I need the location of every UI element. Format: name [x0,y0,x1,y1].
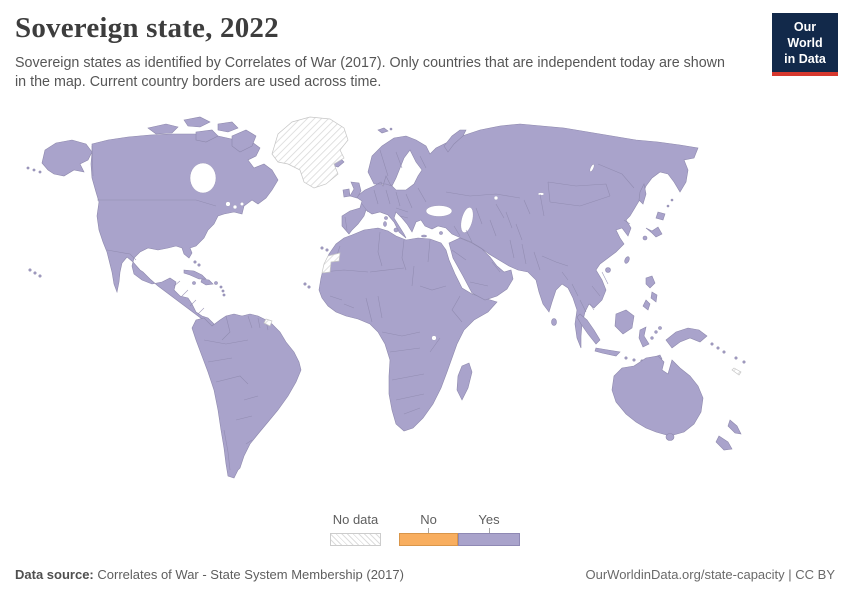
owid-logo-box: Our World in Data [772,13,838,72]
legend-swatch-yes[interactable] [458,533,520,546]
legend-item-no[interactable]: No [399,512,458,546]
attribution-link[interactable]: OurWorldinData.org/state-capacity | CC B… [585,567,835,582]
legend-label-no: No [420,512,437,527]
map-legend: No data No Yes [330,512,520,546]
owid-logo-line2: in Data [784,52,826,66]
legend-label-yes: Yes [478,512,500,527]
region-western-sahara [321,252,341,274]
owid-logo-line1: Our World [787,20,823,50]
map-no-data-regions[interactable] [263,116,742,376]
world-map[interactable] [0,100,850,512]
legend-swatch-no-data[interactable] [330,533,381,546]
map-countries-yes[interactable] [26,116,746,479]
legend-tick [428,528,429,533]
legend-item-yes[interactable]: Yes [458,512,520,546]
data-source-note: Data source: Correlates of War - State S… [15,567,404,582]
page-title: Sovereign state, 2022 [15,12,279,44]
legend-bar: No Yes [399,512,520,546]
owid-logo[interactable]: Our World in Data [772,13,838,76]
map-water-bodies [189,162,595,341]
region-french-guiana [263,318,273,327]
data-source-value: Correlates of War - State System Members… [97,567,404,582]
owid-logo-stripe [772,72,838,76]
legend-swatch-no[interactable] [399,533,458,546]
chart-footer: Data source: Correlates of War - State S… [15,567,835,582]
map-country-borders [91,145,635,471]
data-source-label: Data source: [15,567,94,582]
legend-label-no-data: No data [332,512,379,527]
region-greenland [271,116,349,189]
legend-tick [488,528,490,533]
legend-item-no-data[interactable]: No data [330,512,381,546]
region-new-caledonia [731,367,742,376]
chart-subtitle: Sovereign states as identified by Correl… [15,55,725,91]
